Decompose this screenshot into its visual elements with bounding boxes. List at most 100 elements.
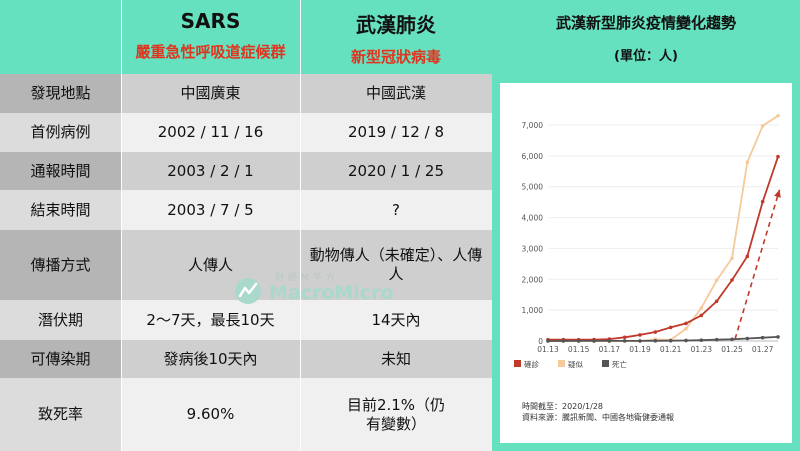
data-point (622, 339, 627, 343)
data-point (776, 154, 780, 159)
table-row: 致死率 9.60% 目前2.1%（仍有變數） (0, 378, 492, 451)
wuhan-cell: 14天內 (300, 300, 492, 340)
chart-subtitle: (單位：人) (614, 49, 678, 64)
data-point (607, 339, 612, 343)
y-tick-label: 6,000 (522, 152, 544, 161)
row-label: 通報時間 (0, 152, 121, 190)
y-tick-label: 7,000 (522, 121, 544, 130)
line-chart: 0 1,000 2,000 3,000 4,000 5,000 6,000 7,000 01.1… (514, 113, 781, 369)
sars-cell: 2003 / 7 / 5 (121, 190, 300, 230)
data-point (714, 337, 719, 342)
sars-cell: 2002 / 11 / 16 (121, 113, 300, 152)
y-tick-label: 3,000 (522, 244, 544, 253)
header-wuhan-title: 武漢肺炎 (356, 13, 436, 37)
trend-arrow-line (734, 189, 781, 340)
column-divider (121, 0, 122, 451)
sars-cell: 9.60% (121, 378, 300, 451)
y-tick-label: 0 (538, 337, 543, 346)
x-tick-label: 01.21 (660, 345, 682, 354)
wuhan-cell: 動物傳人（未確定）、人傳人 (300, 230, 492, 300)
table-row: 結束時間 2003 / 7 / 5 ? (0, 190, 492, 230)
data-point (668, 325, 673, 330)
header-sars-title: SARS (180, 9, 241, 33)
chart-panel: 0 1,000 2,000 3,000 4,000 5,000 6,000 7,000 01.1… (500, 83, 792, 443)
table-row: 首例病例 2002 / 11 / 16 2019 / 12 / 8 (0, 113, 492, 152)
series-line-死亡 (548, 336, 779, 342)
trend-arrow-head (774, 189, 781, 198)
sars-cell: 人傳人 (121, 230, 300, 300)
data-point (684, 338, 688, 343)
chart-title: 武漢新型肺炎疫情變化趨勢 (555, 14, 736, 32)
data-point (714, 278, 719, 283)
data-point (592, 339, 596, 343)
wuhan-cell: 中國武漢 (300, 74, 492, 113)
data-point (760, 335, 765, 340)
y-tick-label: 2,000 (522, 275, 544, 284)
data-point (546, 339, 550, 343)
data-point (699, 306, 704, 310)
row-label: 首例病例 (0, 113, 121, 152)
table-row: 發現地點 中國廣東 中國武漢 (0, 74, 492, 113)
x-tick-label: 01.17 (599, 345, 621, 354)
y-tick-label: 5,000 (522, 183, 544, 192)
sars-cell: 2003 / 2 / 1 (121, 152, 300, 190)
table-row: 潛伏期 2～7天，最長10天 14天內 (0, 300, 492, 340)
data-point (638, 333, 642, 337)
table-row: 傳播方式 人傳人 動物傳人（未確定）、人傳人 (0, 230, 492, 300)
data-point (653, 330, 658, 334)
data-point (638, 339, 642, 343)
legend-swatch (602, 360, 609, 367)
sars-cell: 中國廣東 (121, 74, 300, 113)
data-point (699, 313, 704, 318)
data-point (668, 338, 673, 343)
data-point (714, 299, 719, 304)
x-tick-label: 01.19 (629, 345, 651, 354)
series-line-確診 (548, 156, 779, 341)
x-tick-label: 01.23 (691, 345, 713, 354)
data-point (730, 278, 734, 282)
wuhan-cell: 2020 / 1 / 25 (300, 152, 492, 190)
data-point (730, 256, 734, 260)
row-label: 潛伏期 (0, 300, 121, 340)
data-point (684, 327, 688, 331)
x-tick-label: 01.27 (752, 345, 774, 354)
table-row: 通報時間 2003 / 2 / 1 2020 / 1 / 25 (0, 152, 492, 190)
header-sars-subtitle: 嚴重急性呼吸道症候群 (135, 43, 286, 61)
data-point (684, 321, 688, 326)
sars-cell: 發病後10天內 (121, 340, 300, 378)
data-point (653, 339, 658, 343)
wuhan-cell: ? (300, 190, 492, 230)
wuhan-cell: 2019 / 12 / 8 (300, 113, 492, 152)
header-wuhan-subtitle: 新型冠狀病毒 (350, 48, 441, 66)
data-point (561, 339, 566, 343)
x-tick-label: 01.13 (537, 345, 559, 354)
row-label: 結束時間 (0, 190, 121, 230)
data-point (776, 113, 780, 118)
data-point (576, 339, 581, 343)
x-tick-label: 01.15 (568, 345, 590, 354)
data-point (622, 335, 627, 340)
wuhan-cell: 未知 (300, 340, 492, 378)
data-point (776, 335, 780, 339)
header-wuhan: 武漢肺炎 新型冠狀病毒 (300, 0, 492, 74)
data-point (745, 160, 750, 165)
sars-cell: 2～7天，最長10天 (121, 300, 300, 340)
row-label: 可傳染期 (0, 340, 121, 378)
row-label: 發現地點 (0, 74, 121, 113)
y-tick-label: 4,000 (522, 214, 544, 223)
comparison-table: SARS 嚴重急性呼吸道症候群 武漢肺炎 新型冠狀病毒 發現地點 中國廣東 中國… (0, 0, 492, 451)
header-sars: SARS 嚴重急性呼吸道症候群 (121, 0, 300, 74)
x-tick-label: 01.25 (721, 345, 743, 354)
data-point (745, 254, 750, 259)
data-point (699, 338, 704, 343)
chart-note-date: 時間截至：2020/1/28 (522, 402, 604, 411)
legend-label: 確診 (524, 359, 539, 369)
column-divider (300, 0, 301, 451)
chart-note-source: 資料來源：騰訊新聞、中國各地衛健委通報 (522, 413, 674, 422)
row-label: 致死率 (0, 378, 121, 451)
series-line-疑似 (548, 114, 779, 342)
row-label: 傳播方式 (0, 230, 121, 300)
data-point (745, 336, 750, 341)
data-point (760, 124, 765, 128)
data-point (760, 199, 765, 204)
